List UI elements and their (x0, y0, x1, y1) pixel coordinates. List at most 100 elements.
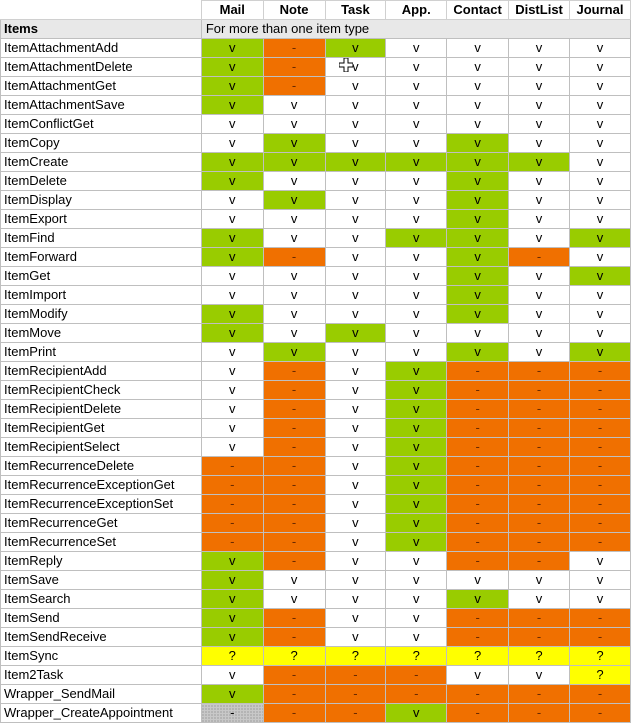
section-note-cell[interactable]: For more than one item type (200, 19, 631, 39)
support-cell[interactable]: v (200, 266, 264, 286)
support-cell[interactable]: v (262, 570, 326, 590)
support-cell[interactable]: v (262, 152, 326, 172)
support-cell[interactable]: - (508, 361, 570, 381)
support-cell[interactable]: v (385, 57, 448, 77)
support-cell[interactable]: - (569, 418, 631, 438)
support-cell[interactable]: - (446, 380, 510, 400)
support-cell[interactable]: v (324, 76, 387, 96)
row-name-cell[interactable]: ItemSave (0, 570, 202, 590)
support-cell[interactable]: v (569, 171, 631, 191)
row-name-cell[interactable]: ItemGet (0, 266, 202, 286)
support-cell[interactable]: v (446, 665, 510, 685)
support-cell[interactable]: v (324, 304, 387, 324)
support-cell[interactable]: v (262, 171, 326, 191)
support-cell[interactable]: v (200, 247, 264, 267)
support-cell[interactable]: - (446, 551, 510, 571)
support-cell[interactable]: ? (569, 646, 631, 666)
support-cell[interactable]: v (385, 190, 448, 210)
support-cell[interactable]: v (446, 266, 510, 286)
support-cell[interactable]: v (508, 57, 570, 77)
row-name-cell[interactable]: Wrapper_CreateAppointment (0, 703, 202, 723)
support-cell[interactable]: - (262, 513, 326, 533)
corner-cell[interactable] (0, 0, 202, 20)
support-cell[interactable]: v (385, 285, 448, 305)
support-cell[interactable]: - (446, 684, 510, 704)
support-cell[interactable]: v (385, 114, 448, 134)
support-cell[interactable]: v (324, 342, 387, 362)
support-cell[interactable]: v (385, 209, 448, 229)
support-cell[interactable]: v (508, 190, 570, 210)
support-cell[interactable]: v (200, 570, 264, 590)
support-cell[interactable]: v (324, 608, 387, 628)
support-cell[interactable]: v (508, 589, 570, 609)
support-cell[interactable]: v (385, 304, 448, 324)
support-cell[interactable]: - (262, 475, 326, 495)
support-cell[interactable]: v (508, 171, 570, 191)
support-cell[interactable]: v (569, 570, 631, 590)
support-cell[interactable]: v (569, 57, 631, 77)
row-name-cell[interactable]: ItemRecipientDelete (0, 399, 202, 419)
support-cell[interactable]: v (324, 190, 387, 210)
support-cell[interactable]: ? (446, 646, 510, 666)
row-name-cell[interactable]: ItemFind (0, 228, 202, 248)
support-cell[interactable]: v (200, 76, 264, 96)
support-cell[interactable]: v (324, 589, 387, 609)
support-cell[interactable]: - (569, 494, 631, 514)
support-cell[interactable]: v (508, 228, 570, 248)
column-header-note[interactable]: Note (262, 0, 326, 20)
support-cell[interactable]: v (446, 304, 510, 324)
support-cell[interactable]: - (200, 532, 264, 552)
row-name-cell[interactable]: ItemMove (0, 323, 202, 343)
support-cell[interactable]: - (262, 608, 326, 628)
support-cell[interactable]: v (385, 38, 448, 58)
support-cell[interactable]: - (569, 437, 631, 457)
support-cell[interactable]: - (569, 456, 631, 476)
support-cell[interactable]: - (508, 380, 570, 400)
support-cell[interactable]: - (262, 665, 326, 685)
support-cell[interactable]: v (200, 190, 264, 210)
support-cell[interactable]: v (262, 228, 326, 248)
support-cell[interactable]: - (262, 57, 326, 77)
support-cell[interactable]: v (508, 304, 570, 324)
support-cell[interactable]: v (200, 171, 264, 191)
support-cell[interactable]: ? (200, 646, 264, 666)
support-cell[interactable]: v (262, 209, 326, 229)
support-cell[interactable]: - (569, 513, 631, 533)
support-cell[interactable]: v (385, 95, 448, 115)
support-cell[interactable]: - (262, 76, 326, 96)
support-cell[interactable]: v (385, 323, 448, 343)
support-cell[interactable]: - (569, 627, 631, 647)
support-cell[interactable]: v (324, 57, 387, 77)
row-name-cell[interactable]: ItemRecipientCheck (0, 380, 202, 400)
support-cell[interactable]: v (446, 570, 510, 590)
support-cell[interactable]: - (569, 475, 631, 495)
support-cell[interactable]: v (508, 133, 570, 153)
support-cell[interactable]: v (200, 589, 264, 609)
support-cell[interactable]: v (262, 589, 326, 609)
support-cell[interactable]: - (508, 684, 570, 704)
support-cell[interactable]: v (324, 570, 387, 590)
row-name-cell[interactable]: ItemDisplay (0, 190, 202, 210)
column-header-contact[interactable]: Contact (446, 0, 510, 20)
support-cell[interactable]: v (324, 209, 387, 229)
support-cell[interactable]: - (508, 513, 570, 533)
support-cell[interactable]: v (200, 133, 264, 153)
support-cell[interactable]: - (262, 532, 326, 552)
support-cell[interactable]: v (446, 190, 510, 210)
support-cell[interactable]: v (569, 209, 631, 229)
support-cell[interactable]: - (262, 703, 326, 723)
support-cell[interactable]: v (385, 228, 448, 248)
support-cell[interactable]: v (324, 399, 387, 419)
row-name-cell[interactable]: Wrapper_SendMail (0, 684, 202, 704)
support-cell[interactable]: - (569, 703, 631, 723)
support-cell[interactable]: v (324, 513, 387, 533)
support-cell[interactable]: v (262, 266, 326, 286)
support-cell[interactable]: v (324, 152, 387, 172)
row-name-cell[interactable]: ItemCreate (0, 152, 202, 172)
support-cell[interactable]: v (385, 342, 448, 362)
support-cell[interactable]: v (446, 133, 510, 153)
support-cell[interactable]: v (200, 437, 264, 457)
support-cell[interactable]: v (200, 551, 264, 571)
support-cell[interactable]: - (446, 532, 510, 552)
support-cell[interactable]: v (200, 608, 264, 628)
